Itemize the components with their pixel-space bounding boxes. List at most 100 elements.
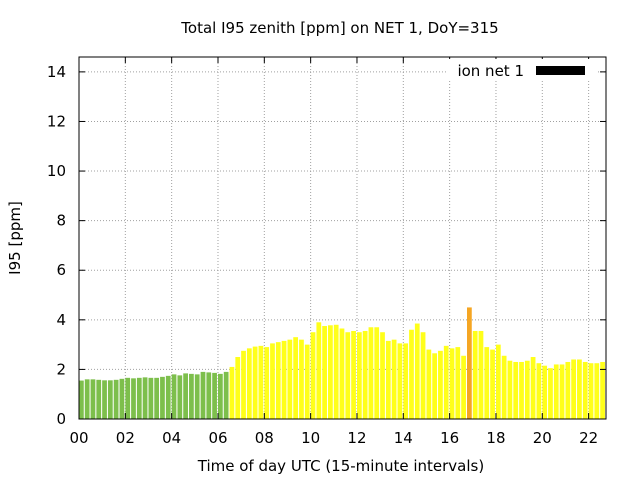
bar — [582, 361, 588, 419]
bar — [438, 350, 443, 419]
grid — [79, 57, 606, 419]
x-tick-label: 06 — [208, 429, 227, 447]
x-tick-label: 12 — [347, 429, 366, 447]
bar — [79, 380, 84, 419]
bar — [252, 346, 258, 419]
legend-background — [446, 59, 596, 81]
bar — [154, 377, 160, 419]
bar — [461, 355, 466, 419]
bar — [333, 324, 339, 419]
x-tick-label: 00 — [69, 429, 88, 447]
bar — [449, 348, 455, 419]
bar — [397, 343, 403, 419]
bar — [385, 340, 391, 419]
bar — [304, 344, 310, 419]
bar — [90, 379, 96, 419]
bar — [409, 329, 414, 419]
bar — [107, 380, 113, 419]
bar — [183, 373, 188, 419]
bar — [165, 375, 171, 419]
bar — [189, 373, 194, 419]
bar — [380, 332, 385, 419]
y-tick-label: 2 — [56, 360, 66, 378]
x-tick-label: 10 — [301, 429, 320, 447]
bar — [420, 332, 426, 419]
legend-label: ion net 1 — [457, 62, 524, 80]
bar — [524, 360, 530, 419]
x-tick-label: 22 — [579, 429, 598, 447]
x-tick-label: 18 — [486, 429, 505, 447]
bar — [426, 349, 432, 419]
bar — [530, 357, 536, 419]
bar — [281, 340, 287, 419]
x-tick-label: 04 — [162, 429, 181, 447]
bar — [258, 345, 264, 419]
bar — [472, 330, 478, 419]
y-tick-label: 4 — [56, 311, 66, 329]
chart-title: Total I95 zenith [ppm] on NET 1, DoY=315 — [180, 19, 498, 37]
bar — [310, 332, 316, 419]
bar — [200, 371, 206, 419]
bar — [206, 372, 212, 419]
bar — [148, 377, 154, 419]
bar — [125, 377, 131, 419]
bar — [391, 339, 397, 419]
bar — [542, 365, 548, 419]
bar — [455, 347, 461, 419]
bar — [478, 330, 484, 419]
bar — [577, 359, 582, 419]
x-tick-label: 20 — [533, 429, 552, 447]
x-tick-labels: 00 02 04 06 08 10 12 14 16 18 20 22 — [69, 429, 598, 447]
bar — [403, 343, 409, 419]
bar — [339, 328, 345, 419]
bar — [299, 339, 304, 419]
y-tick-label: 14 — [47, 63, 66, 81]
bar — [142, 377, 148, 419]
bar — [368, 327, 374, 419]
y-tick-label: 10 — [47, 162, 66, 180]
legend-swatch — [536, 66, 585, 75]
bars — [79, 307, 605, 419]
y-tick-label: 0 — [56, 410, 66, 428]
x-tick-label: 16 — [440, 429, 459, 447]
bar — [345, 332, 351, 419]
bar — [356, 332, 362, 419]
bar — [131, 378, 136, 419]
bar — [571, 359, 576, 419]
bar — [495, 344, 501, 419]
bar — [293, 337, 299, 419]
bar — [287, 339, 293, 419]
x-tick-label: 08 — [255, 429, 274, 447]
bar — [565, 361, 571, 419]
bar — [553, 364, 559, 419]
bar — [507, 360, 513, 419]
x-tick-label: 02 — [116, 429, 135, 447]
y-tick-label: 12 — [47, 112, 66, 130]
y-tick-label: 6 — [56, 261, 66, 279]
bar — [362, 330, 368, 419]
bar — [467, 307, 472, 419]
bar — [177, 375, 183, 419]
bar — [414, 323, 420, 419]
bar — [432, 353, 438, 419]
bar — [212, 372, 217, 419]
bar — [316, 322, 322, 419]
bar — [119, 378, 125, 419]
bar — [513, 361, 519, 419]
bar — [443, 345, 449, 419]
bar — [594, 363, 600, 419]
bar — [229, 366, 235, 419]
legend: ion net 1 — [446, 59, 596, 81]
bar — [328, 325, 333, 419]
bar — [548, 368, 553, 419]
bar — [160, 376, 165, 419]
bar — [136, 377, 142, 419]
x-axis-label: Time of day UTC (15-minute intervals) — [197, 457, 484, 475]
bar — [235, 357, 241, 419]
bar — [113, 379, 119, 419]
x-tick-label: 14 — [394, 429, 413, 447]
bar — [351, 330, 356, 419]
plot-frame — [78, 56, 607, 420]
bar — [241, 350, 246, 419]
